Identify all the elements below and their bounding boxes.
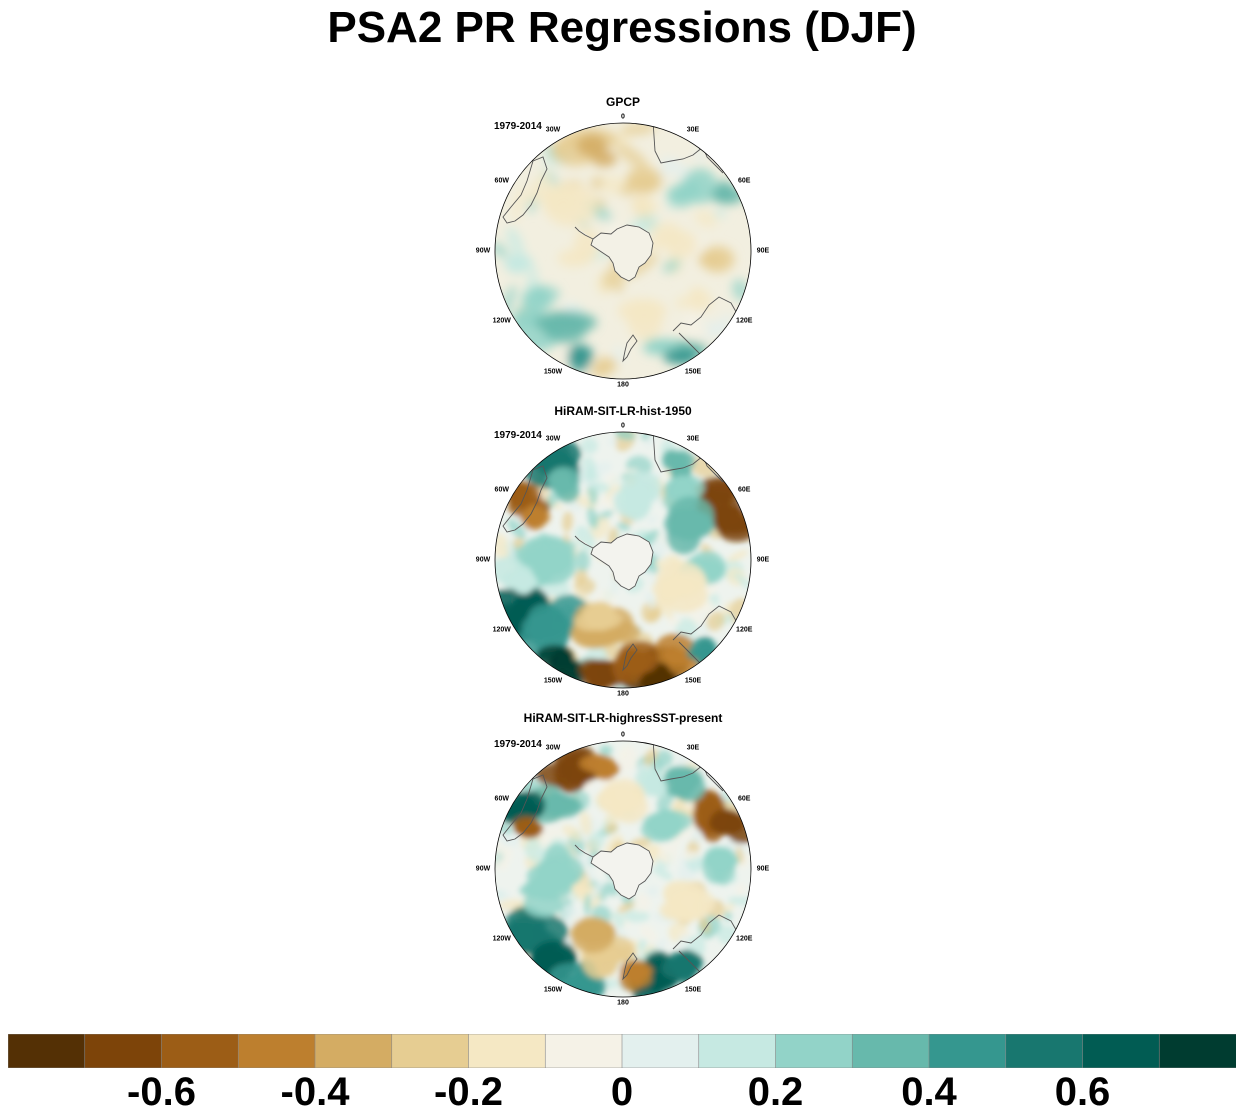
longitude-label: 30E xyxy=(686,744,700,752)
longitude-label: 120W xyxy=(492,317,511,325)
colorbar-swatch-5 xyxy=(391,1034,470,1068)
colorbar-swatch-1 xyxy=(84,1034,163,1068)
antarctica-outline xyxy=(574,224,654,282)
colorbar-tick-label: -0.6 xyxy=(127,1070,196,1114)
longitude-label: 120W xyxy=(492,626,511,634)
longitude-label: 60E xyxy=(738,177,751,185)
longitude-label: 60W xyxy=(494,795,509,803)
colorbar-swatch-2 xyxy=(161,1034,240,1068)
longitude-label: 180 xyxy=(617,690,629,698)
figure-title: PSA2 PR Regressions (DJF) xyxy=(327,3,917,52)
map-boundary xyxy=(494,122,752,380)
colorbar-swatch-0 xyxy=(8,1034,86,1068)
panel-1-map xyxy=(494,122,752,380)
colorbar-tick-label: 0.6 xyxy=(1054,1070,1111,1114)
colorbar-swatch-9 xyxy=(698,1034,777,1068)
longitude-label: 0 xyxy=(621,731,625,739)
longitude-label: 120E xyxy=(736,317,753,325)
longitude-label: 120E xyxy=(736,626,753,634)
panel-1-period: 1979-2014 xyxy=(494,121,542,132)
longitude-label: 90W xyxy=(475,865,491,873)
colorbar-tick-label: 0.2 xyxy=(747,1070,804,1114)
colorbar-swatch-11 xyxy=(851,1034,930,1068)
antarctica-outline xyxy=(574,842,654,900)
colorbar-tick-label: -0.2 xyxy=(434,1070,503,1114)
panel-2-map xyxy=(494,431,752,689)
longitude-label: 90E xyxy=(756,247,770,255)
map-boundary xyxy=(494,431,752,689)
panel-1-title: GPCP xyxy=(605,95,640,109)
longitude-label: 150W xyxy=(543,677,563,685)
longitude-label: 30W xyxy=(545,435,561,443)
panel-3-map xyxy=(494,740,752,998)
map-boundary xyxy=(494,740,752,998)
south-america-outline xyxy=(502,774,548,842)
colorbar-swatch-15 xyxy=(1158,1034,1236,1068)
panel-3-period: 1979-2014 xyxy=(494,739,542,750)
colorbar-swatch-13 xyxy=(1005,1034,1084,1068)
longitude-label: 60W xyxy=(494,177,509,185)
longitude-label: 180 xyxy=(617,999,629,1007)
longitude-label: 0 xyxy=(621,113,625,121)
panel-2-title: HiRAM-SIT-LR-hist-1950 xyxy=(554,404,692,418)
colorbar-tick-label: 0.4 xyxy=(901,1070,957,1114)
longitude-label: 150W xyxy=(543,368,563,376)
longitude-label: 60W xyxy=(494,486,509,494)
longitude-label: 60E xyxy=(738,486,751,494)
colorbar-swatch-3 xyxy=(237,1034,316,1068)
longitude-label: 150E xyxy=(684,677,702,685)
panel-2-period: 1979-2014 xyxy=(494,430,542,441)
panel-3-title: HiRAM-SIT-LR-highresSST-present xyxy=(523,711,723,725)
africa-outline xyxy=(652,432,724,483)
colorbar-swatch-12 xyxy=(928,1034,1007,1068)
colorbar-swatch-7 xyxy=(544,1034,623,1068)
new-zealand-outline xyxy=(622,952,638,981)
colorbar-swatch-6 xyxy=(468,1034,547,1068)
longitude-label: 30W xyxy=(545,744,561,752)
longitude-label: 150E xyxy=(684,986,702,994)
africa-outline xyxy=(652,741,724,792)
longitude-label: 0 xyxy=(621,422,625,430)
south-america-outline xyxy=(502,156,548,224)
longitude-label: 150W xyxy=(543,986,563,994)
colorbar-swatch-10 xyxy=(775,1034,854,1068)
longitude-label: 90E xyxy=(756,556,770,564)
south-america-outline xyxy=(502,465,548,533)
new-zealand-outline xyxy=(622,643,638,672)
new-zealand-outline xyxy=(622,334,638,363)
longitude-label: 120E xyxy=(736,935,753,943)
colorbar-tick-label: 0 xyxy=(610,1070,634,1114)
longitude-label: 30E xyxy=(686,435,700,443)
longitude-label: 90W xyxy=(475,247,491,255)
colorbar-tick-label: -0.4 xyxy=(280,1070,350,1114)
longitude-label: 150E xyxy=(684,368,702,376)
colorbar xyxy=(8,1034,1236,1068)
colorbar-swatch-14 xyxy=(1082,1034,1161,1068)
longitude-label: 90W xyxy=(475,556,491,564)
longitude-label: 180 xyxy=(617,381,629,389)
longitude-label: 90E xyxy=(756,865,770,873)
longitude-label: 120W xyxy=(492,935,511,943)
longitude-label: 30E xyxy=(686,126,700,134)
africa-outline xyxy=(652,123,724,174)
longitude-label: 60E xyxy=(738,795,751,803)
antarctica-outline xyxy=(574,533,654,591)
colorbar-swatch-4 xyxy=(314,1034,393,1068)
colorbar-swatch-8 xyxy=(621,1034,700,1068)
longitude-label: 30W xyxy=(545,126,561,134)
